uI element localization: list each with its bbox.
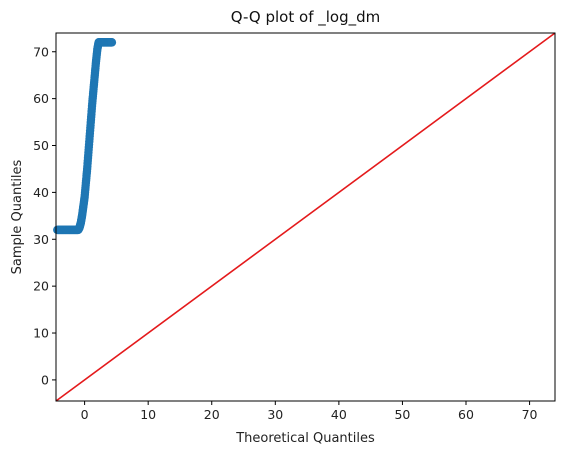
qq-point [107, 38, 117, 47]
y-tick-label: 40 [33, 185, 49, 200]
x-tick-label: 20 [204, 407, 220, 422]
x-tick-label: 40 [331, 407, 347, 422]
y-tick-label: 30 [33, 232, 49, 247]
x-tick-label: 10 [140, 407, 156, 422]
reference-line [55, 32, 556, 402]
chart-title: Q-Q plot of _log_dm [231, 8, 381, 27]
y-tick-label: 10 [33, 326, 49, 341]
y-axis-ticks: 0 10 20 30 40 50 60 70 [33, 44, 56, 387]
x-tick-label: 0 [81, 407, 89, 422]
x-tick-label: 50 [394, 407, 410, 422]
y-tick-label: 20 [33, 279, 49, 294]
y-tick-label: 70 [33, 44, 49, 59]
x-tick-label: 30 [267, 407, 283, 422]
x-tick-label: 70 [522, 407, 538, 422]
x-tick-label: 60 [458, 407, 474, 422]
y-axis-label: Sample Quantiles [10, 159, 25, 274]
y-tick-label: 50 [33, 138, 49, 153]
y-tick-label: 0 [41, 372, 49, 387]
x-axis-label: Theoretical Quantiles [235, 431, 375, 446]
reference-line-group [55, 32, 556, 402]
sample-points [53, 38, 117, 235]
plot-area-frame [55, 32, 556, 402]
y-tick-label: 60 [33, 91, 49, 106]
x-axis-ticks: 0 10 20 30 40 50 60 70 [81, 401, 538, 422]
